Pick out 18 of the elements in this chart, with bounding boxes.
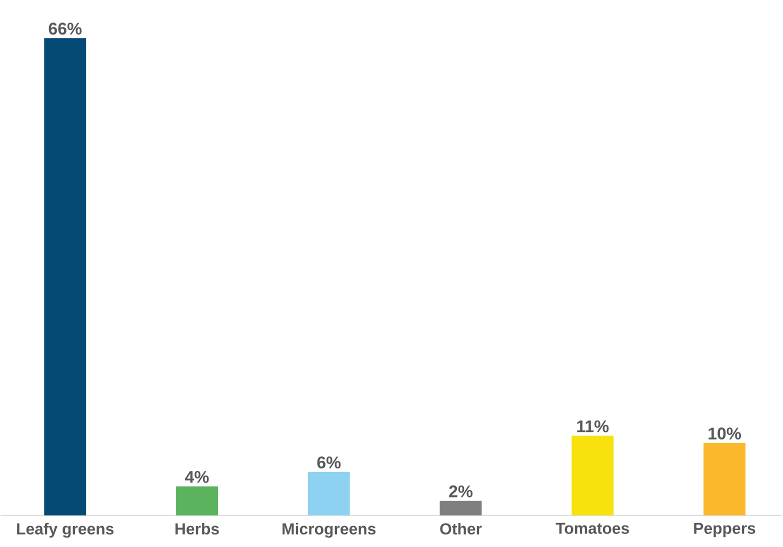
x-tick-label: Leafy greens [17,522,114,538]
x-tick-label: Peppers [694,522,756,537]
bar [308,472,350,516]
data-label: 2% [449,485,473,498]
x-tick-label: Other [440,522,482,534]
x-tick-label: Microgreens [282,522,376,538]
bar [440,500,482,516]
bar [176,486,218,516]
x-tick-label: Herbs [175,522,219,534]
data-label: 10% [708,427,741,440]
data-label: 4% [185,470,209,483]
bar [44,38,86,516]
data-label: 6% [317,456,341,468]
data-label: 11% [577,420,609,432]
x-tick-label: Tomatoes [556,522,629,534]
data-label: 66% [48,22,82,35]
bar [704,442,746,516]
bar [572,436,614,516]
